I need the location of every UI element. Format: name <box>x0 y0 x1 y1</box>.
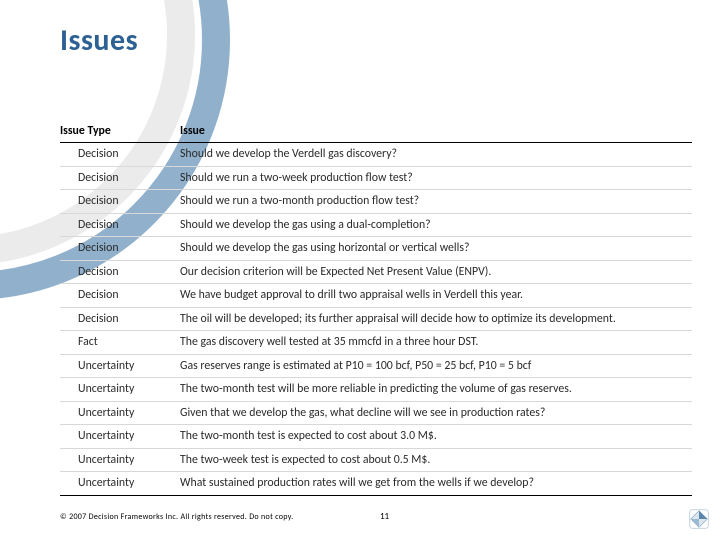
table-row: DecisionThe oil will be developed; its f… <box>60 307 692 331</box>
table-row: UncertaintyWhat sustained production rat… <box>60 472 692 496</box>
cell-issue: Should we develop the gas using a dual-c… <box>180 213 692 237</box>
cell-issue: Should we develop the Verdell gas discov… <box>180 143 692 167</box>
cell-type: Uncertainty <box>60 378 180 402</box>
cell-issue: The oil will be developed; its further a… <box>180 307 692 331</box>
cell-type: Uncertainty <box>60 354 180 378</box>
table-row: DecisionShould we develop the gas using … <box>60 213 692 237</box>
cell-type: Uncertainty <box>60 448 180 472</box>
table-row: UncertaintyGiven that we develop the gas… <box>60 401 692 425</box>
cell-type: Decision <box>60 284 180 308</box>
table-row: UncertaintyGas reserves range is estimat… <box>60 354 692 378</box>
cell-issue: Should we run a two-month production flo… <box>180 190 692 214</box>
cell-issue: The two-week test is expected to cost ab… <box>180 448 692 472</box>
cell-type: Decision <box>60 143 180 167</box>
cell-type: Decision <box>60 213 180 237</box>
table-row: UncertaintyThe two-month test will be mo… <box>60 378 692 402</box>
cell-type: Uncertainty <box>60 401 180 425</box>
table-row: DecisionWe have budget approval to drill… <box>60 284 692 308</box>
col-header-issue: Issue <box>180 120 692 143</box>
cell-type: Decision <box>60 237 180 261</box>
cell-type: Decision <box>60 307 180 331</box>
cell-issue: What sustained production rates will we … <box>180 472 692 496</box>
table-row: DecisionShould we run a two-month produc… <box>60 190 692 214</box>
cell-issue: Gas reserves range is estimated at P10 =… <box>180 354 692 378</box>
cell-type: Decision <box>60 260 180 284</box>
cell-type: Uncertainty <box>60 425 180 449</box>
corner-logo-icon <box>688 508 710 530</box>
cell-issue: We have budget approval to drill two app… <box>180 284 692 308</box>
table-row: DecisionShould we develop the gas using … <box>60 237 692 261</box>
cell-type: Decision <box>60 190 180 214</box>
table-row: UncertaintyThe two-month test is expecte… <box>60 425 692 449</box>
cell-type: Uncertainty <box>60 472 180 496</box>
col-header-type: Issue Type <box>60 120 180 143</box>
issues-tbody: DecisionShould we develop the Verdell ga… <box>60 143 692 496</box>
table-row: UncertaintyThe two-week test is expected… <box>60 448 692 472</box>
page-number: 11 <box>380 511 389 522</box>
cell-issue: The two-month test is expected to cost a… <box>180 425 692 449</box>
cell-issue: Given that we develop the gas, what decl… <box>180 401 692 425</box>
cell-type: Decision <box>60 166 180 190</box>
cell-issue: Should we develop the gas using horizont… <box>180 237 692 261</box>
table-row: DecisionShould we run a two-week product… <box>60 166 692 190</box>
table-row: DecisionOur decision criterion will be E… <box>60 260 692 284</box>
cell-issue: The gas discovery well tested at 35 mmcf… <box>180 331 692 355</box>
cell-issue: Should we run a two-week production flow… <box>180 166 692 190</box>
cell-type: Fact <box>60 331 180 355</box>
issues-table-wrap: Issue Type Issue DecisionShould we devel… <box>60 120 692 496</box>
footer-copyright: © 2007 Decision Frameworks Inc. All righ… <box>60 512 293 522</box>
table-row: DecisionShould we develop the Verdell ga… <box>60 143 692 167</box>
page-title: Issues <box>60 22 138 59</box>
cell-issue: The two-month test will be more reliable… <box>180 378 692 402</box>
table-row: FactThe gas discovery well tested at 35 … <box>60 331 692 355</box>
issues-table: Issue Type Issue DecisionShould we devel… <box>60 120 692 496</box>
cell-issue: Our decision criterion will be Expected … <box>180 260 692 284</box>
